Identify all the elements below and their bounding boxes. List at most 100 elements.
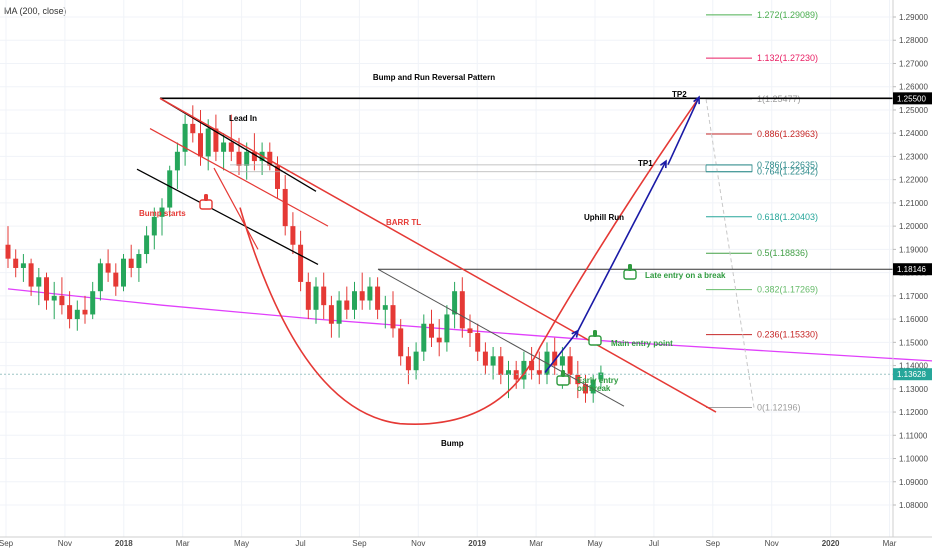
price-tick-label: 1.22000 xyxy=(899,176,928,185)
candle-body xyxy=(321,286,327,306)
time-tick-label: Jul xyxy=(295,539,305,548)
candle-body xyxy=(405,356,411,371)
candle-body xyxy=(298,244,304,282)
fib-level-label: 1.272(1.29089) xyxy=(757,10,818,20)
candle-body xyxy=(121,258,126,287)
indicator-label: MA (200, close) xyxy=(4,6,67,16)
early-entry-thumb-icon-palm xyxy=(556,375,570,386)
trend-drawings xyxy=(0,95,893,426)
fib-level-label: 0.786(1.22635) xyxy=(757,160,818,170)
candle-body xyxy=(282,188,288,227)
price-tick-label: 1.16000 xyxy=(899,315,928,324)
candle-body xyxy=(567,356,573,375)
candle-body xyxy=(290,226,296,245)
price-tick-label: 1.20000 xyxy=(899,222,928,231)
lead-in-line-bottom xyxy=(136,168,319,266)
candle-body xyxy=(583,384,588,394)
candle-body xyxy=(375,286,381,310)
projection-arrow-2 xyxy=(577,160,667,332)
candle-body xyxy=(459,291,465,329)
late-entry-thumb-icon-palm xyxy=(623,269,637,280)
candle-body xyxy=(359,291,365,301)
candle-body xyxy=(90,291,96,315)
candle-body xyxy=(251,151,257,162)
candle-body xyxy=(275,165,280,189)
price-axis[interactable]: 1.29000 1.28000 1.27000 1.26000 1.25000 1.240… xyxy=(892,0,932,537)
bump-resistance-line xyxy=(377,268,625,407)
candle-body xyxy=(51,295,57,301)
candle-body xyxy=(382,305,388,310)
fib-level-label: 0.764(1.22342) xyxy=(757,167,818,177)
price-tick-label: 1.10000 xyxy=(899,455,928,464)
fib-level-label: 1.132(1.27230) xyxy=(757,53,818,63)
candle-body xyxy=(559,356,565,366)
late-entry-thumb-icon-finger xyxy=(628,264,632,271)
candle-body xyxy=(228,142,234,152)
candle-body xyxy=(205,128,211,157)
price-badge-label: 1.25500 xyxy=(897,94,926,103)
price-badge[interactable]: 1.25500 xyxy=(893,92,932,105)
candle-body xyxy=(151,216,157,236)
candle-body xyxy=(367,286,373,301)
candle-body xyxy=(344,300,350,310)
candle-body xyxy=(498,356,504,375)
time-tick-label: Sep xyxy=(706,539,721,548)
fib-level-label: 0(1.12196) xyxy=(757,402,801,412)
price-badge-bg xyxy=(893,92,932,105)
price-tick-label: 1.28000 xyxy=(899,36,928,45)
candle-body xyxy=(313,286,319,310)
price-tick-label: 1.17000 xyxy=(899,292,928,301)
candle-body xyxy=(436,337,442,343)
projection-arrow-3-head xyxy=(693,95,700,105)
barr-trend-line xyxy=(159,97,717,413)
bump-steep-line xyxy=(213,167,259,250)
candle-body xyxy=(167,170,173,208)
candle-body xyxy=(444,314,450,343)
price-tick-label: 1.08000 xyxy=(899,501,928,510)
candle-body xyxy=(513,370,519,380)
price-badge[interactable]: 1.13628 xyxy=(893,368,932,381)
candle-body xyxy=(467,328,473,334)
annotation-main-entry: Main entry point xyxy=(611,339,673,348)
late-entry-thumb-icon xyxy=(623,264,637,280)
candle-body xyxy=(390,305,396,329)
candle-body xyxy=(144,235,150,255)
annotation-uphill-run: Uphill Run xyxy=(584,213,624,222)
annotation-early-entry-line2: on break xyxy=(577,384,611,393)
candle-body xyxy=(352,291,357,310)
candle-body xyxy=(336,300,342,324)
time-tick-label: Nov xyxy=(765,539,779,548)
price-badge[interactable]: 1.18146 xyxy=(893,263,932,276)
candle-body xyxy=(67,305,73,320)
time-tick-label: 2020 xyxy=(822,539,840,548)
candle-body xyxy=(506,370,511,375)
candle-body xyxy=(113,272,119,287)
candle-body xyxy=(236,151,242,166)
time-tick-label: Mar xyxy=(529,539,543,548)
fib-level-label: 0.886(1.23963) xyxy=(757,129,818,139)
candle-body xyxy=(598,372,604,380)
candle-body xyxy=(159,207,165,217)
candle-body xyxy=(13,258,19,268)
price-tick-label: 1.25000 xyxy=(899,106,928,115)
fibonacci-levels: 1.272(1.29089)1.132(1.27230)1(1.25477)0.… xyxy=(705,10,818,412)
candle-body xyxy=(20,263,26,268)
candle-body xyxy=(529,360,535,371)
annotation-tp1: TP1 xyxy=(638,159,653,168)
candle-body xyxy=(198,133,203,157)
time-tick-label: Mar xyxy=(883,539,897,548)
price-tick-label: 1.26000 xyxy=(899,83,928,92)
annotation-early-entry: Early entry xyxy=(577,376,619,385)
projection-arrow-3 xyxy=(667,96,700,165)
candlesticks xyxy=(5,105,604,403)
price-tick-label: 1.24000 xyxy=(899,129,928,138)
time-tick-label: 2018 xyxy=(115,539,133,548)
time-axis[interactable]: Sep Nov 2018 Mar May Jul Sep Nov 2019 Mar May Jul Se… xyxy=(0,536,932,548)
early-entry-thumb-icon-finger xyxy=(561,370,565,377)
bump-curve xyxy=(239,100,698,426)
fib-trend-connector xyxy=(705,98,755,408)
candle-body xyxy=(190,123,196,134)
candle-body xyxy=(59,295,65,306)
fib-zone-box xyxy=(705,164,753,173)
